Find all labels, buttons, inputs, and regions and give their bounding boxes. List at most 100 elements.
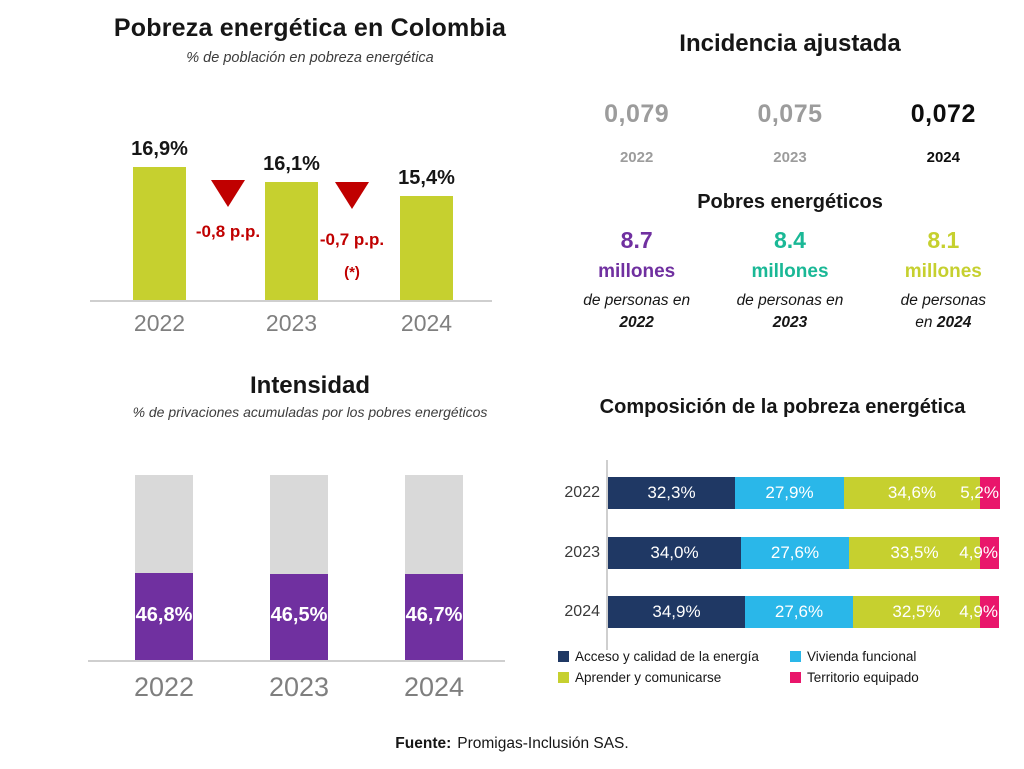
remainder-bar-2023 xyxy=(270,475,328,574)
legend-swatch-icon xyxy=(790,672,801,683)
year-label-2022: 2022 xyxy=(133,672,195,702)
incidence-column-2023: 0,075 2023 xyxy=(713,100,866,166)
legend-item: Acceso y calidad de la energía xyxy=(558,649,790,664)
intensity-chart-title: Intensidad xyxy=(249,372,370,399)
intensity-stacked-bar-chart: 46,8% 2022 46,5% 2023 46,7% 2024 xyxy=(60,460,530,710)
incidence-column-2022: 0,079 2022 xyxy=(560,100,713,166)
legend-swatch-icon xyxy=(558,651,569,662)
year-label-2024: 2024 xyxy=(403,672,465,702)
bar-2024 xyxy=(400,196,453,300)
energy-poor-column-2024: 8.1 millones de personas en 2024 xyxy=(867,227,1020,331)
incidence-value: 0,075 xyxy=(757,100,823,128)
bar-2022 xyxy=(133,167,186,300)
legend-label: Vivienda funcional xyxy=(807,649,917,664)
intensity-chart-subtitle: % de privaciones acumuladas por los pobr… xyxy=(132,404,488,420)
legend-item: Vivienda funcional xyxy=(790,649,1020,664)
persons-year: en 2024 xyxy=(867,314,1020,331)
composition-chart-title: Composición de la pobreza energética xyxy=(599,396,966,418)
source-text: Promigas-Inclusión SAS. xyxy=(457,735,629,752)
poverty-chart-title: Pobreza energética en Colombia xyxy=(113,14,507,42)
persons-line: de personas en xyxy=(583,292,691,310)
composition-row-2023: 2023 34,0% 27,6% 33,5% 4,9% xyxy=(540,537,1024,569)
delta-label: -0,7 p.p. xyxy=(319,230,385,249)
segment-2-2023: 33,5% xyxy=(849,537,980,569)
segment-value-label: 27,6% xyxy=(774,602,824,621)
segment-value-label: 32,3% xyxy=(647,483,696,502)
poverty-chart-subtitle: % de población en pobreza energética xyxy=(186,50,434,66)
segment-value-label: 4,9% xyxy=(959,602,998,621)
millions-unit: millones xyxy=(751,261,829,283)
poverty-incidence-bar-chart: 16,9% 2022 16,1% 2023 15,4% 2024 -0,8 p.p. -0,7… xyxy=(60,138,530,345)
persons-line: de personas en xyxy=(736,292,844,310)
persons-year-prefix: en xyxy=(915,314,937,332)
source-label: Fuente: xyxy=(395,735,452,752)
composition-row-2024: 2024 34,9% 27,6% 32,5% 4,9% xyxy=(540,596,1024,628)
incidence-value: 0,079 xyxy=(604,100,670,128)
segment-value-label: 27,6% xyxy=(770,543,820,562)
year-label-2023: 2023 xyxy=(268,672,330,702)
persons-line: de personas xyxy=(900,292,986,310)
year-label-2023: 2023 xyxy=(265,310,318,336)
segment-2-2022: 34,6% xyxy=(844,477,980,509)
row-year-label: 2024 xyxy=(564,603,600,620)
incidence-year: 2024 xyxy=(926,149,960,166)
incidence-column-2024: 0,072 2024 xyxy=(867,100,1020,166)
energy-poor-column-2023: 8.4 millones de personas en 2023 xyxy=(713,227,866,331)
intensity-bar-2022: 46,8% xyxy=(135,573,193,660)
row-year-label: 2022 xyxy=(564,484,600,501)
decrease-arrow-icon xyxy=(335,182,369,209)
segment-2-2024: 32,5% xyxy=(853,596,980,628)
legend-label: Acceso y calidad de la energía xyxy=(575,649,759,664)
footnote-asterisk: (*) xyxy=(344,264,360,281)
intensity-value-label: 46,8% xyxy=(135,604,193,626)
persons-year-value: 2022 xyxy=(619,314,654,332)
segment-value-label: 34,9% xyxy=(652,602,701,621)
remainder-bar-2024 xyxy=(405,475,463,574)
bar-value-label: 16,1% xyxy=(263,153,320,175)
legend-item: Territorio equipado xyxy=(790,670,1020,685)
adjusted-incidence-title: Incidencia ajustada xyxy=(679,30,901,57)
intensity-value-label: 46,7% xyxy=(405,604,463,626)
segment-3-2023: 4,9% xyxy=(959,537,999,569)
segment-1-2024: 27,6% xyxy=(745,596,853,628)
millions-value: 8.1 xyxy=(927,227,960,253)
energy-poor-column-2022: 8.7 millones de personas en 2022 xyxy=(560,227,713,331)
composition-legend: Acceso y calidad de la energía Vivienda f… xyxy=(558,649,1020,685)
source-note: Fuente: Promigas-Inclusión SAS. xyxy=(0,735,1024,753)
segment-value-label: 4,9% xyxy=(959,543,998,562)
incidence-value: 0,072 xyxy=(910,100,976,128)
legend-label: Aprender y comunicarse xyxy=(575,670,722,685)
segment-1-2022: 27,9% xyxy=(735,477,844,509)
year-label-2022: 2022 xyxy=(133,310,186,336)
persons-year: 2022 xyxy=(560,314,713,331)
segment-3-2024: 4,9% xyxy=(959,596,999,628)
incidence-year: 2023 xyxy=(773,149,807,166)
bar-2023 xyxy=(265,182,318,300)
intensity-value-label: 46,5% xyxy=(270,604,328,626)
segment-1-2023: 27,6% xyxy=(741,537,849,569)
x-axis-line xyxy=(88,660,505,662)
segment-0-2023: 34,0% xyxy=(608,537,741,569)
intensity-bar-2023: 46,5% xyxy=(270,574,328,660)
adjusted-incidence-values: 0,079 2022 0,075 2023 0,072 2024 xyxy=(560,100,1020,166)
millions-value: 8.7 xyxy=(620,227,653,253)
segment-0-2024: 34,9% xyxy=(608,596,745,628)
delta-label: -0,8 p.p. xyxy=(195,222,261,241)
legend-swatch-icon xyxy=(558,672,569,683)
segment-value-label: 32,5% xyxy=(892,602,941,621)
composition-stacked-bar-chart: 2022 32,3% 27,9% 34,6% 5,2% 2023 34,0% 27,6% 33,… xyxy=(540,455,1024,650)
segment-value-label: 27,9% xyxy=(765,483,814,502)
segment-value-label: 34,0% xyxy=(650,543,699,562)
intensity-bar-2024: 46,7% xyxy=(405,574,463,660)
legend-label: Territorio equipado xyxy=(807,670,919,685)
y-axis-line xyxy=(606,460,608,650)
decrease-arrow-icon xyxy=(211,180,245,207)
millions-unit: millones xyxy=(904,261,982,283)
segment-value-label: 5,2% xyxy=(960,483,999,502)
row-year-label: 2023 xyxy=(564,544,600,561)
segment-0-2022: 32,3% xyxy=(608,477,735,509)
millions-unit: millones xyxy=(598,261,676,283)
year-label-2024: 2024 xyxy=(400,310,453,336)
persons-year: 2023 xyxy=(713,314,866,331)
